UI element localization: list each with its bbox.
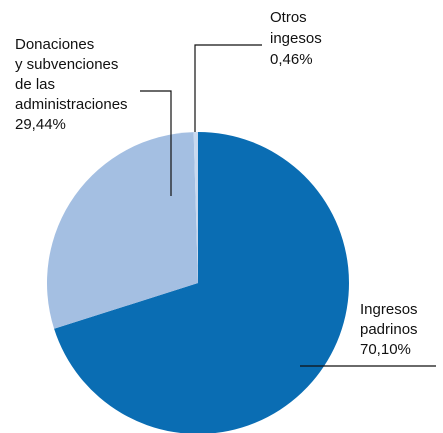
- slice-label: administraciones: [15, 96, 128, 113]
- leader-line: [140, 90, 172, 196]
- slice-label: y subvenciones: [15, 56, 118, 73]
- pie-slice: [54, 132, 349, 433]
- pie-slice: [193, 132, 198, 283]
- slice-label: Donaciones: [15, 36, 94, 53]
- pie-slice: [47, 132, 199, 329]
- slice-label: Otros: [270, 9, 307, 26]
- value-label: 29,44%: [15, 116, 66, 133]
- slice-label: padrinos: [360, 321, 418, 338]
- leader-line: [194, 44, 262, 132]
- slice-label: Ingresos: [360, 301, 418, 318]
- slice-label: ingesos: [270, 30, 322, 47]
- slice-label: de las: [15, 76, 55, 93]
- value-label: 70,10%: [360, 341, 411, 358]
- value-label: 0,46%: [270, 51, 313, 68]
